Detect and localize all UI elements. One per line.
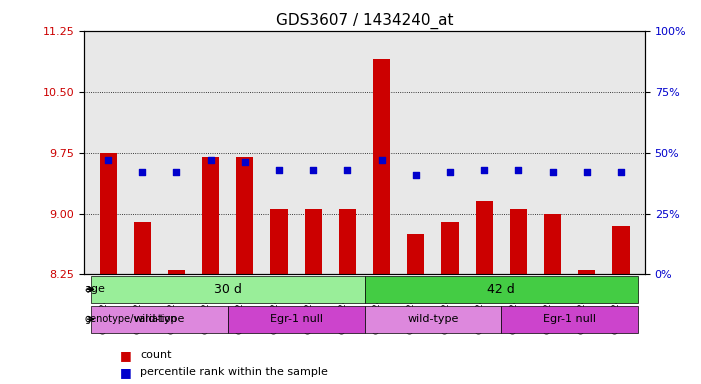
Title: GDS3607 / 1434240_at: GDS3607 / 1434240_at <box>275 13 454 29</box>
Bar <box>407 234 424 275</box>
Point <box>410 172 421 178</box>
FancyBboxPatch shape <box>365 276 638 303</box>
Bar <box>134 222 151 275</box>
Text: count: count <box>140 350 172 360</box>
Point <box>205 157 216 163</box>
Point <box>479 167 490 173</box>
FancyBboxPatch shape <box>91 276 365 303</box>
Bar <box>339 210 356 275</box>
Point <box>547 169 558 175</box>
Point <box>513 167 524 173</box>
Text: 42 d: 42 d <box>487 283 515 296</box>
FancyBboxPatch shape <box>228 306 365 333</box>
FancyBboxPatch shape <box>91 306 228 333</box>
Text: wild-type: wild-type <box>134 314 185 324</box>
Bar <box>305 210 322 275</box>
Bar <box>373 59 390 275</box>
Point <box>615 169 627 175</box>
FancyBboxPatch shape <box>501 306 638 333</box>
Bar <box>236 157 253 275</box>
Text: ■: ■ <box>121 366 132 379</box>
Bar <box>613 226 629 275</box>
Point <box>137 169 148 175</box>
Point <box>239 159 250 166</box>
Text: Egr-1 null: Egr-1 null <box>270 314 322 324</box>
Point <box>342 167 353 173</box>
Bar <box>100 152 116 275</box>
Bar <box>168 270 185 275</box>
Bar <box>271 210 287 275</box>
Text: percentile rank within the sample: percentile rank within the sample <box>140 367 328 377</box>
Bar <box>202 157 219 275</box>
Point <box>581 169 592 175</box>
Bar <box>544 214 561 275</box>
Text: wild-type: wild-type <box>407 314 458 324</box>
Point <box>273 167 285 173</box>
Point <box>308 167 319 173</box>
FancyBboxPatch shape <box>365 306 501 333</box>
Bar <box>476 201 493 275</box>
Bar <box>510 210 527 275</box>
Point <box>102 157 114 163</box>
Text: age: age <box>84 285 105 295</box>
Text: ■: ■ <box>121 349 132 362</box>
Text: 30 d: 30 d <box>214 283 242 296</box>
Text: Egr-1 null: Egr-1 null <box>543 314 596 324</box>
Text: genotype/variation: genotype/variation <box>84 314 177 324</box>
Point <box>171 169 182 175</box>
Bar <box>578 270 595 275</box>
Bar <box>442 222 458 275</box>
Point <box>376 157 387 163</box>
Point <box>444 169 456 175</box>
